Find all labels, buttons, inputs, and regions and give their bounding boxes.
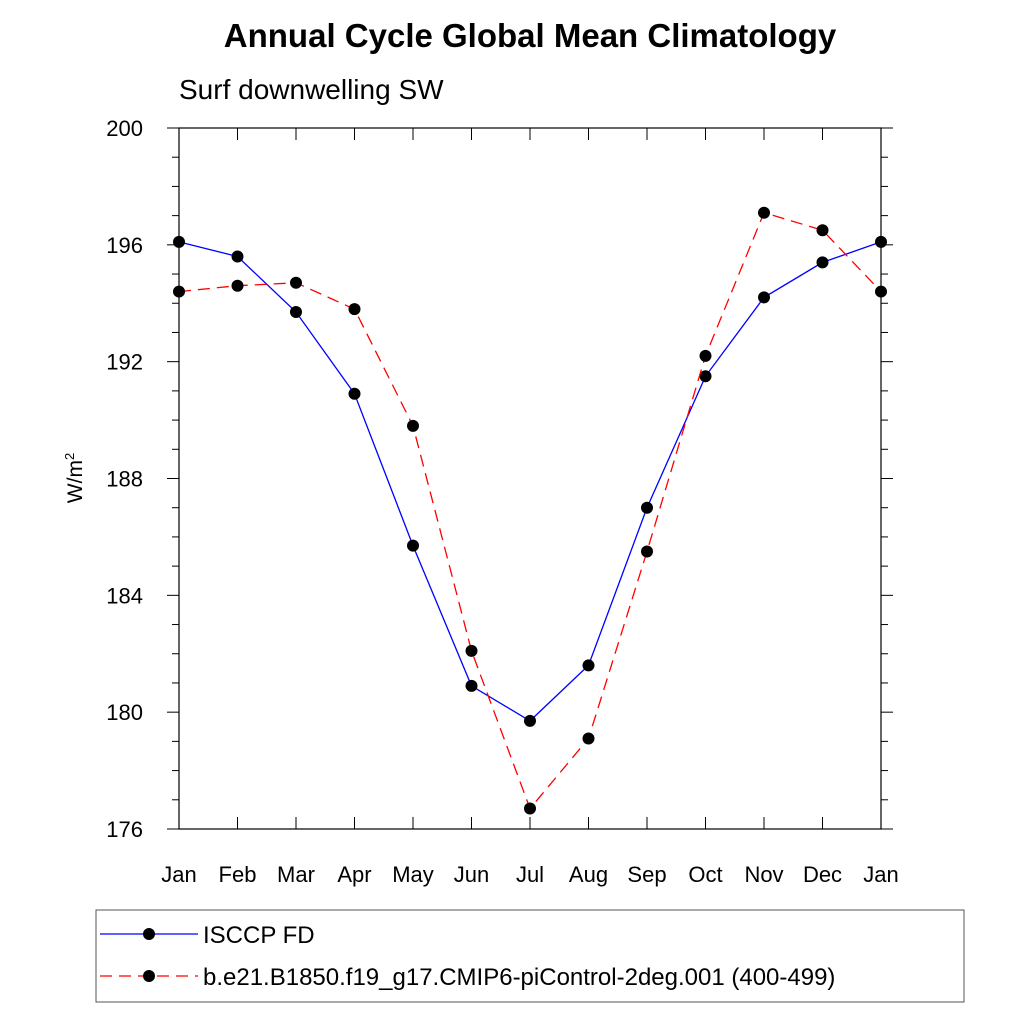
data-point [641, 501, 653, 514]
data-point [816, 256, 829, 269]
legend-swatch-marker [143, 970, 155, 982]
y-axis-label: W/m2 [62, 453, 87, 503]
x-tick-label: Nov [744, 862, 783, 887]
data-point [875, 235, 887, 248]
y-axis-tick-labels: 176 180 184 188 192 196 200 [106, 116, 143, 842]
data-point [348, 387, 361, 400]
data-point [582, 732, 595, 745]
series-layer [173, 206, 887, 815]
chart-title: Annual Cycle Global Mean Climatology [224, 17, 837, 54]
x-tick-label: Feb [219, 862, 257, 887]
legend-box [95, 909, 965, 1003]
legend: ISCCP FD b.e21.B1850.f19_g17.CMIP6-piCont… [100, 922, 835, 991]
data-point [875, 285, 887, 298]
x-tick-label: Jun [454, 862, 489, 887]
legend-item-2: b.e21.B1850.f19_g17.CMIP6-piControl-2deg… [100, 964, 835, 991]
x-tick-label: Jan [161, 862, 196, 887]
legend-label: ISCCP FD [203, 922, 315, 949]
data-point [465, 644, 478, 657]
y-tick-label: 188 [106, 467, 143, 492]
data-point [465, 679, 478, 692]
data-point [231, 250, 244, 263]
y-axis-label-text: W/m [64, 460, 87, 503]
x-tick-label: Mar [277, 862, 315, 887]
data-point [348, 303, 361, 316]
data-point [231, 279, 244, 292]
data-point [758, 206, 770, 219]
series-2 [173, 206, 887, 815]
svg-text:W/m2: W/m2 [62, 453, 87, 503]
x-tick-label: Jan [863, 862, 898, 887]
chart-subtitle: Surf downwelling SW [179, 74, 444, 105]
data-point [290, 276, 302, 289]
x-tick-label: Aug [569, 862, 608, 887]
data-point [816, 224, 829, 237]
legend-label: b.e21.B1850.f19_g17.CMIP6-piControl-2deg… [203, 964, 835, 991]
y-tick-label: 192 [106, 350, 143, 375]
data-point [699, 370, 712, 383]
y-tick-label: 176 [106, 817, 143, 842]
x-axis-tick-labels: Jan Feb Mar Apr May Jun Jul Aug Sep Oct Nov Dec Jan [161, 862, 898, 887]
data-point [407, 539, 419, 552]
data-point [173, 235, 185, 248]
y-tick-label: 200 [106, 116, 143, 141]
x-tick-label: Oct [688, 862, 722, 887]
y-tick-label: 196 [106, 233, 143, 258]
x-tick-label: Sep [627, 862, 666, 887]
data-point [641, 545, 653, 558]
y-axis-label-superscript: 2 [62, 453, 77, 460]
axis-ticks [167, 127, 893, 830]
data-point [173, 285, 185, 298]
legend-swatch-marker [143, 928, 155, 940]
legend-item-1: ISCCP FD [100, 922, 315, 949]
data-point [582, 659, 595, 672]
series-1 [173, 235, 887, 727]
data-point [524, 714, 536, 727]
data-point [290, 306, 302, 319]
data-point [407, 419, 419, 432]
data-point [699, 349, 712, 362]
x-tick-label: Apr [337, 862, 371, 887]
data-point [524, 802, 536, 815]
x-tick-label: Jul [516, 862, 544, 887]
series-line [178, 241, 882, 722]
y-tick-label: 180 [106, 700, 143, 725]
y-tick-label: 184 [106, 583, 143, 608]
x-tick-label: May [392, 862, 434, 887]
data-point [758, 291, 770, 304]
x-tick-label: Dec [803, 862, 842, 887]
